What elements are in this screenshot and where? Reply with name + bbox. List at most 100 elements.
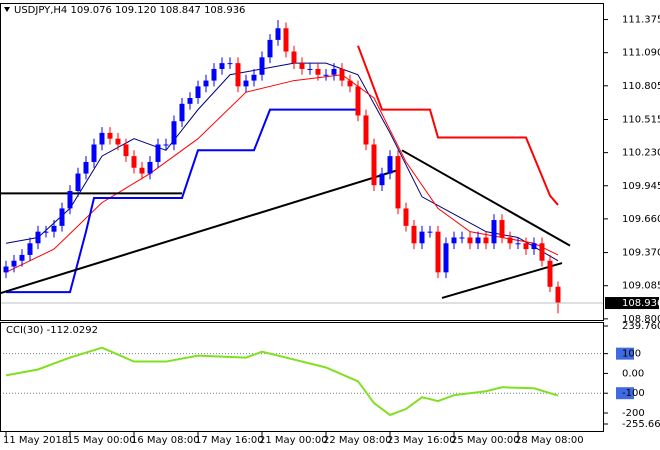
candle-body <box>523 243 529 250</box>
candle-body <box>115 138 121 145</box>
candle-body <box>475 237 481 244</box>
candle-body <box>291 51 297 64</box>
candle-body <box>51 225 57 232</box>
y-tick-label: 100 <box>622 349 641 360</box>
candle-body <box>299 63 305 69</box>
candle-body <box>347 80 353 87</box>
candle-body <box>419 231 425 244</box>
last-price-label: 108.936 <box>622 298 660 309</box>
x-tick-label: 21 May 00:00 <box>259 435 328 446</box>
candle-body <box>355 86 361 116</box>
candle-body <box>107 132 113 139</box>
candle-body <box>67 190 73 209</box>
y-tick-label: 110.515 <box>622 115 660 126</box>
candle-body <box>339 68 345 81</box>
candle-body <box>123 144 129 157</box>
candle-body <box>403 208 409 226</box>
candle-body <box>267 39 273 58</box>
indicator-line <box>0 169 399 295</box>
y-tick-label: 0.00 <box>622 368 644 379</box>
candle-body <box>3 266 9 273</box>
candle-body <box>75 173 81 191</box>
main-frame <box>0 3 604 321</box>
cci-line <box>5 346 559 417</box>
candle-body <box>131 156 137 168</box>
candle-body <box>435 231 441 273</box>
candle-body <box>11 260 17 267</box>
collapse-icon[interactable] <box>4 7 10 12</box>
y-tick-label: 109.945 <box>622 181 660 192</box>
candle-body <box>243 80 249 87</box>
candle-body <box>99 132 105 145</box>
candle-body <box>331 68 337 75</box>
candle-body <box>35 231 41 244</box>
indicator-line <box>5 62 559 262</box>
x-tick-label: 23 May 16:00 <box>387 435 456 446</box>
level-box <box>616 387 634 400</box>
y-tick-label: -100 <box>622 388 645 399</box>
candle-body <box>251 74 257 81</box>
candle-body <box>371 144 377 186</box>
candle-body <box>539 243 545 261</box>
candle-body <box>275 28 281 40</box>
candle-body <box>387 156 393 174</box>
candle-body <box>515 243 521 245</box>
y-tick-label: 110.805 <box>622 81 660 92</box>
candle-body <box>139 167 145 174</box>
y-tick-label: -255.6662 <box>622 419 660 430</box>
y-tick-label: -200 <box>622 408 645 419</box>
candle-body <box>443 243 449 273</box>
candle-body <box>235 63 241 87</box>
indicator-line <box>6 108 358 294</box>
candle-body <box>451 237 457 244</box>
candle-body <box>155 144 161 162</box>
last-price-box <box>605 297 659 310</box>
candle-body <box>43 231 49 233</box>
plot-layer <box>0 20 604 417</box>
indicator-line <box>357 45 559 206</box>
x-tick-label: 15 May 00:00 <box>67 435 136 446</box>
cci-frame <box>0 322 604 432</box>
candle-body <box>259 57 265 75</box>
indicator-line <box>401 149 571 247</box>
candle-body <box>171 121 177 145</box>
x-tick-label: 28 May 08:00 <box>515 435 584 446</box>
candle-body <box>283 28 289 52</box>
candle-body <box>187 98 193 104</box>
y-tick-label: 239.7606 <box>622 321 660 332</box>
y-tick-label: 109.370 <box>622 248 660 259</box>
candle-body <box>27 243 33 255</box>
y-tick-label: 110.230 <box>622 148 660 159</box>
candle-body <box>483 237 489 244</box>
x-tick-label: 25 May 00:00 <box>451 435 520 446</box>
y-tick-label: 108.800 <box>622 314 660 325</box>
x-tick-label: 16 May 08:00 <box>131 435 200 446</box>
candle-body <box>91 144 97 162</box>
candle-body <box>363 115 369 145</box>
y-tick-label: 111.090 <box>622 48 660 59</box>
candle-body <box>219 63 225 69</box>
candle-body <box>19 254 25 261</box>
y-tick-label: 109.660 <box>622 214 660 225</box>
candle-body <box>547 260 553 287</box>
candle-body <box>163 144 169 146</box>
candle-body <box>379 173 385 186</box>
candle-body <box>499 220 505 238</box>
main-title: USDJPY,H4 109.076 109.120 108.847 108.93… <box>14 5 245 16</box>
candle-body <box>203 80 209 87</box>
level-box <box>616 347 634 360</box>
candle-body <box>491 220 497 244</box>
candle-body <box>411 225 417 244</box>
candle-body <box>315 68 321 75</box>
candle-body <box>555 286 561 304</box>
candle-body <box>59 208 65 226</box>
candle-body <box>211 68 217 81</box>
x-tick-label: 17 May 16:00 <box>195 435 264 446</box>
cci-title: CCI(30) -112.0292 <box>6 325 98 336</box>
candle-body <box>467 237 473 244</box>
candle-body <box>307 68 313 70</box>
y-tick-label: 111.375 <box>622 15 660 26</box>
x-tick-label: 22 May 08:00 <box>323 435 392 446</box>
y-tick-label: 109.085 <box>622 281 660 292</box>
